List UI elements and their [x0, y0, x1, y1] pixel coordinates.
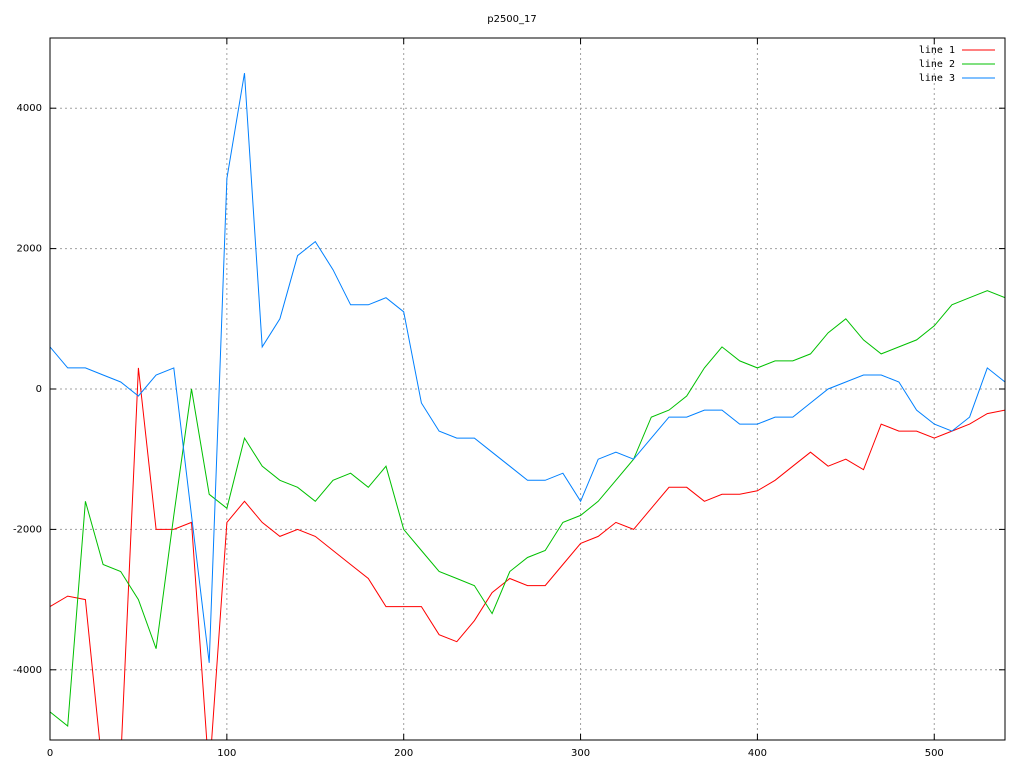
x-tick-label: 400	[748, 748, 767, 759]
data-line	[50, 367, 1005, 740]
y-tick-label: 2000	[17, 244, 42, 255]
data-line	[50, 290, 1005, 727]
y-tick-label: 4000	[17, 103, 42, 114]
legend-label: line 2	[919, 59, 955, 70]
x-tick-label: 500	[925, 748, 944, 759]
y-tick-label: -2000	[13, 524, 42, 535]
plot-border	[49, 37, 1006, 741]
x-tick-label: 300	[571, 748, 590, 759]
data-line	[50, 73, 1005, 663]
plot-area	[50, 73, 1005, 740]
chart-title: p2500_17	[487, 14, 537, 25]
x-tick-label: 100	[217, 748, 236, 759]
y-tick-label: -4000	[13, 665, 42, 676]
legend-label: line 1	[919, 45, 955, 56]
legend-label: line 3	[919, 73, 955, 84]
x-tick-label: 0	[47, 748, 53, 759]
y-tick-label: 0	[36, 384, 42, 395]
x-tick-label: 200	[394, 748, 413, 759]
